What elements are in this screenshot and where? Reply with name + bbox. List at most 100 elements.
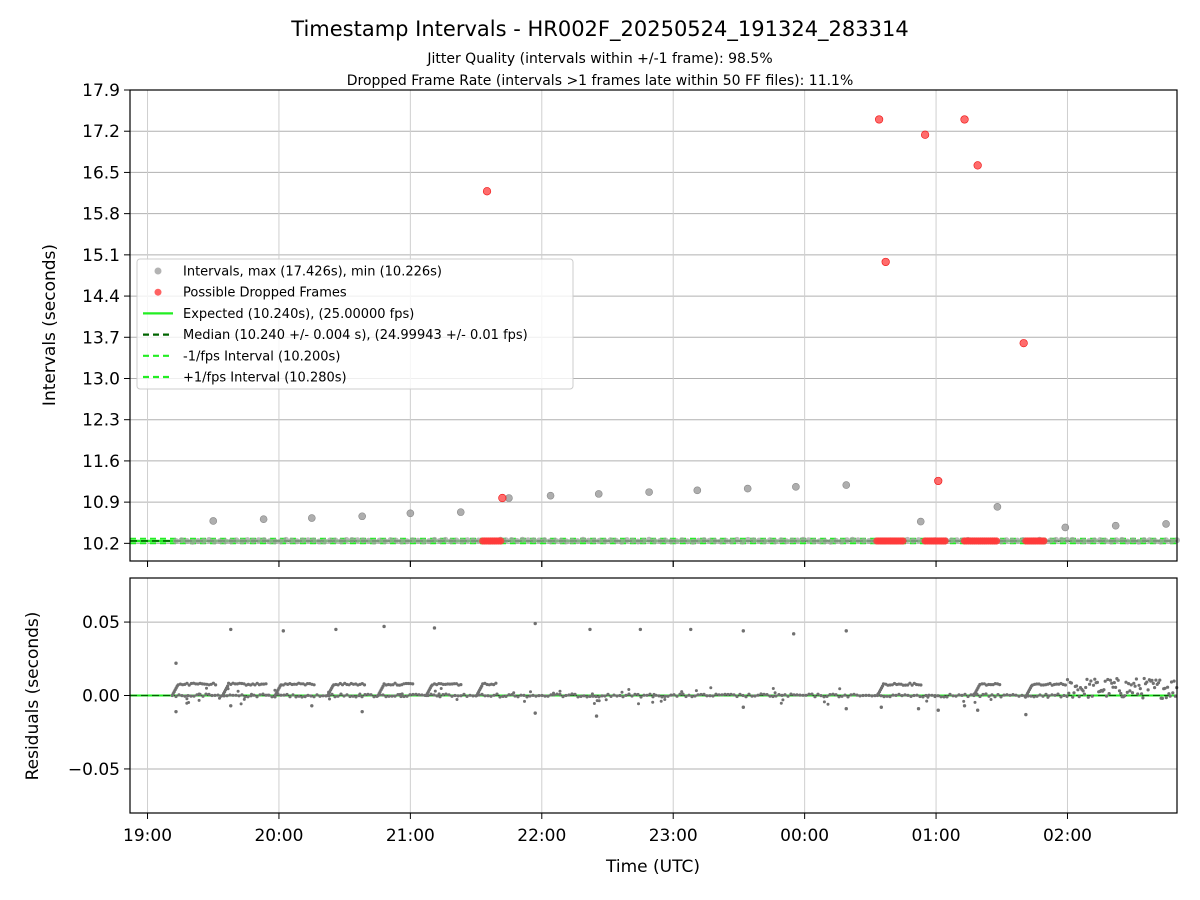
interval-point (1009, 537, 1015, 544)
residual-point (1072, 691, 1076, 695)
residual-point (237, 694, 241, 698)
residual-point (420, 693, 424, 697)
interval-point (470, 537, 476, 544)
interval-point (349, 537, 355, 543)
residual-point (273, 688, 277, 692)
intervals-panel: 10.2 10.9 11.6 12.3 13.0 13.7 14.4 15.1 15.8 16.5… (40, 81, 1180, 567)
residual-point (564, 693, 568, 698)
interval-point (805, 537, 812, 544)
legend: Intervals, max (17.426s), min (10.226s) P… (136, 258, 574, 390)
residual-point (281, 629, 286, 633)
dropped-frame-point (875, 115, 884, 124)
residual-point (1090, 694, 1094, 698)
residual-point (312, 683, 316, 687)
residual-point (669, 693, 673, 697)
intervals-y-axis-label: Intervals (seconds) (40, 244, 60, 406)
residual-point (216, 693, 220, 697)
residual-point (708, 694, 712, 698)
residual-point (838, 687, 842, 691)
interval-point (767, 537, 773, 544)
residual-point (1158, 678, 1162, 682)
dropped-frame-point (881, 257, 890, 267)
residual-point (594, 694, 598, 699)
residual-point (404, 681, 408, 686)
residual-point (936, 694, 940, 698)
residual-point (627, 688, 631, 691)
residual-point (250, 692, 253, 696)
residual-point (1164, 696, 1168, 700)
residual-point (1002, 693, 1006, 697)
residual-point (177, 693, 181, 697)
residual-point (765, 693, 769, 697)
residual-point (534, 694, 538, 698)
interval-point (745, 536, 751, 543)
residual-point (1091, 683, 1096, 687)
interval-point (792, 483, 800, 491)
residual-point (549, 693, 553, 697)
interval-point (1157, 538, 1164, 545)
residual-point (1106, 677, 1110, 682)
interval-point (503, 537, 509, 544)
residual-point (603, 694, 607, 698)
interval-point (789, 537, 795, 544)
residual-point (486, 694, 490, 698)
residual-point (1069, 681, 1073, 685)
interval-point (283, 536, 289, 543)
residual-point (741, 705, 746, 709)
residual-point (891, 693, 895, 697)
interval-point (547, 538, 553, 545)
residual-point (604, 698, 608, 702)
interval-point (1146, 537, 1153, 544)
residual-point (1114, 685, 1118, 690)
interval-point (233, 537, 240, 544)
residual-point (1029, 684, 1033, 688)
dropped-frame-point (498, 493, 507, 503)
residual-point (489, 694, 493, 698)
residual-point (504, 694, 508, 699)
residual-point (652, 692, 656, 696)
residual-point (1127, 682, 1131, 686)
residual-point (791, 632, 796, 636)
residual-point (1062, 693, 1066, 698)
interval-point (376, 537, 383, 544)
residual-point (915, 693, 919, 697)
residual-point (339, 692, 343, 696)
residual-point (229, 627, 233, 632)
dropped-frame-point (992, 537, 1001, 545)
residual-point (1150, 678, 1154, 683)
residual-point (342, 694, 346, 698)
interval-point (1061, 523, 1070, 532)
residual-point (305, 682, 310, 686)
residual-point (807, 692, 811, 696)
interval-point (1135, 538, 1142, 545)
residual-point (1125, 690, 1129, 695)
interval-point (701, 537, 707, 544)
residual-point (762, 692, 766, 697)
residual-point (1136, 692, 1140, 696)
residual-point (205, 686, 208, 690)
residual-point (636, 692, 640, 697)
residual-point (720, 693, 724, 697)
interval-point (1108, 538, 1114, 545)
legend-label: Intervals, max (17.426s), min (10.226s) (183, 265, 442, 280)
residual-point (1119, 691, 1123, 696)
residual-point (189, 694, 193, 698)
x-tick-label: 21:00 (386, 826, 435, 846)
residual-point (372, 695, 376, 699)
residual-point (462, 692, 466, 696)
residuals-marks (170, 621, 1179, 718)
residual-point (684, 694, 688, 699)
residual-point (417, 693, 421, 697)
residual-point (441, 682, 445, 687)
residual-point (519, 693, 523, 697)
residual-point (910, 683, 914, 687)
residual-point (432, 626, 437, 630)
residual-point (738, 692, 742, 696)
interval-point (629, 537, 636, 544)
residual-point (834, 693, 838, 697)
residual-point (1014, 693, 1018, 697)
dropped-frame-point (973, 161, 982, 170)
residual-point (291, 693, 295, 697)
residual-point (1056, 692, 1060, 696)
interval-point (173, 538, 179, 544)
